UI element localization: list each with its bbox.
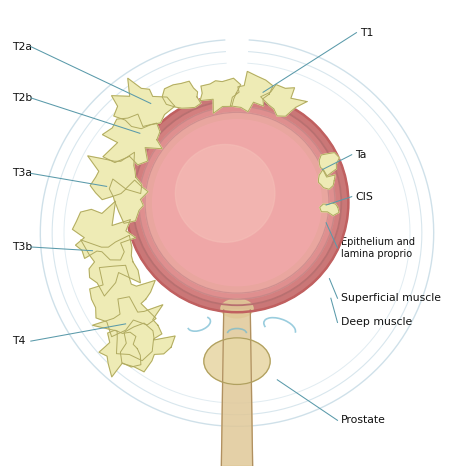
Circle shape	[175, 144, 275, 242]
Circle shape	[133, 100, 341, 305]
Text: T1: T1	[360, 27, 374, 38]
Circle shape	[145, 112, 329, 293]
Text: T2b: T2b	[12, 93, 32, 103]
Polygon shape	[221, 310, 253, 466]
Polygon shape	[88, 152, 142, 199]
Polygon shape	[162, 81, 201, 108]
Text: CIS: CIS	[356, 192, 374, 202]
Text: T2a: T2a	[12, 41, 32, 52]
Polygon shape	[120, 323, 175, 372]
Polygon shape	[81, 235, 140, 296]
Polygon shape	[200, 78, 241, 113]
Polygon shape	[319, 170, 335, 189]
Polygon shape	[230, 71, 273, 112]
Polygon shape	[90, 265, 156, 337]
Text: T3b: T3b	[12, 242, 32, 252]
Text: Prostate: Prostate	[341, 415, 386, 425]
Circle shape	[139, 106, 335, 299]
Polygon shape	[320, 203, 339, 216]
Ellipse shape	[204, 338, 270, 384]
Text: T4: T4	[12, 336, 25, 346]
Polygon shape	[111, 78, 175, 129]
Text: Superficial muscle: Superficial muscle	[341, 293, 441, 303]
Polygon shape	[102, 114, 162, 165]
Polygon shape	[319, 152, 339, 176]
Polygon shape	[73, 201, 136, 260]
Text: T3a: T3a	[12, 168, 32, 178]
Polygon shape	[261, 84, 307, 116]
Polygon shape	[92, 297, 163, 361]
Polygon shape	[99, 330, 141, 377]
Ellipse shape	[221, 299, 253, 318]
Text: Ta: Ta	[356, 150, 367, 160]
Circle shape	[126, 93, 348, 312]
Polygon shape	[109, 179, 148, 223]
Text: Epithelium and
lamina proprio: Epithelium and lamina proprio	[341, 237, 415, 259]
Text: Deep muscle: Deep muscle	[341, 317, 412, 328]
Circle shape	[153, 120, 321, 286]
